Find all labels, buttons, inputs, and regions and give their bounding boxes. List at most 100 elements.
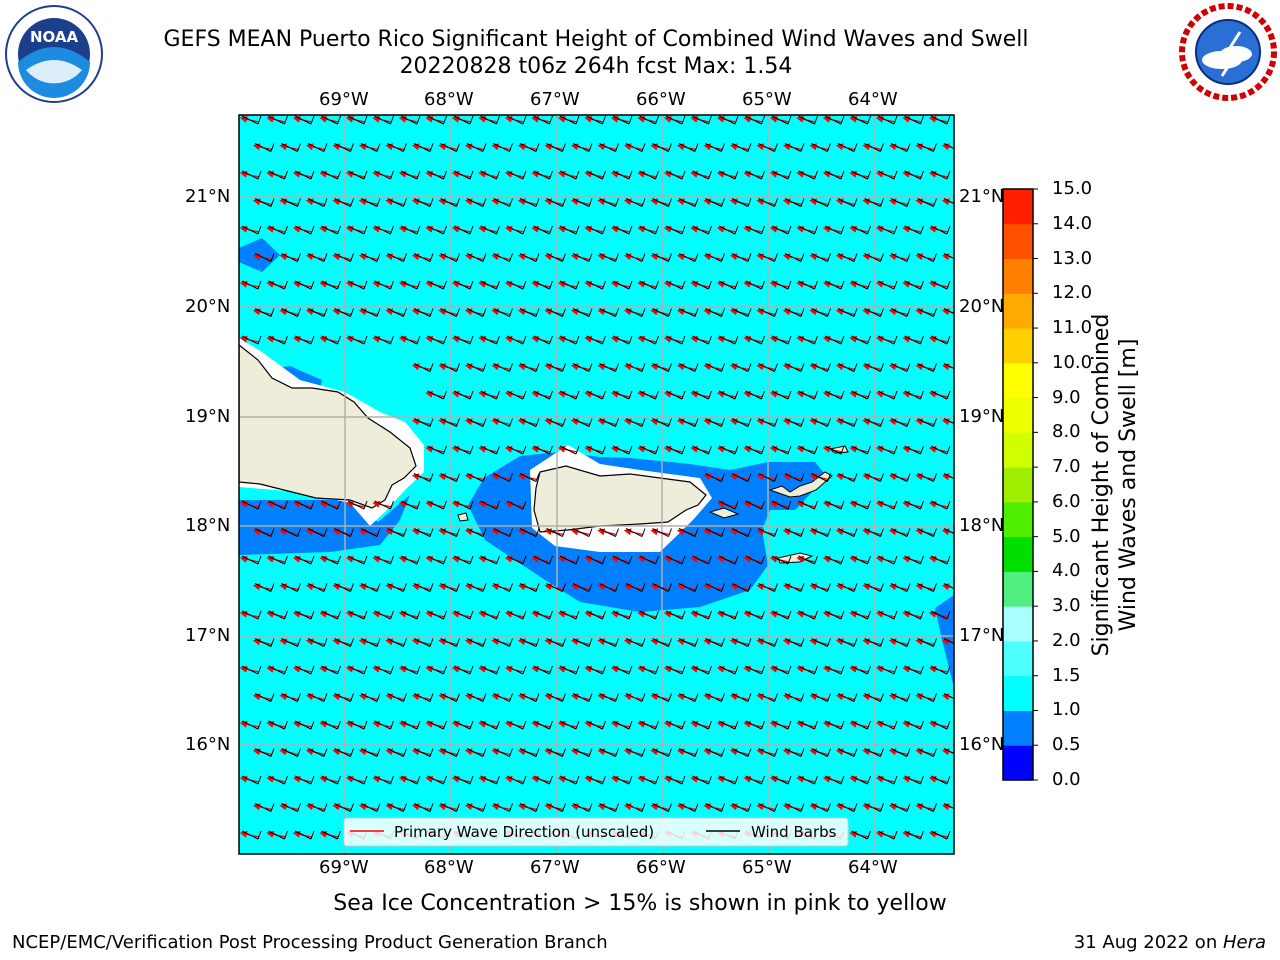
lon-label-top: 67°W [530, 89, 580, 110]
wind-barb [519, 583, 540, 592]
wind-barb [519, 418, 540, 427]
wind-barb [705, 363, 725, 372]
wind-barb [413, 363, 434, 372]
wind-barb [440, 308, 460, 317]
wind-barb [559, 775, 580, 785]
wind-barb [639, 390, 659, 400]
wind-barb [533, 555, 553, 565]
wind-barb [917, 473, 937, 482]
lon-label-bottom: 65°W [742, 857, 792, 878]
wind-barb [930, 390, 951, 400]
wind-barb [771, 500, 792, 510]
wind-barb [427, 610, 447, 620]
wind-barb [453, 445, 474, 455]
wind-barb [745, 665, 765, 675]
wind-barb [493, 308, 513, 317]
wind-barb [771, 335, 792, 345]
lat-label-right: 18°N [959, 515, 1005, 536]
wind-barb [943, 693, 954, 700]
wind-barb [519, 693, 540, 702]
wind-barb [413, 253, 434, 262]
wind-barb [466, 308, 487, 317]
wind-barb [294, 830, 315, 840]
wind-barb [718, 720, 739, 730]
wind-barb [347, 610, 368, 620]
wind-barb [943, 748, 954, 755]
wind-barb [745, 500, 765, 510]
wind-barb [321, 225, 341, 235]
wind-barb [877, 500, 898, 510]
wind-barb [519, 363, 540, 372]
wind-barb [943, 528, 954, 535]
wind-barb [864, 363, 884, 372]
wind-barb [798, 665, 818, 675]
wind-barb [639, 335, 659, 345]
wind-barb [241, 555, 262, 565]
wind-barb [334, 693, 354, 702]
colorbar-segment [1003, 606, 1033, 642]
wind-barb [917, 143, 937, 152]
wind-barb [572, 803, 593, 812]
wind-barb [851, 280, 871, 290]
wind-barb [334, 583, 354, 592]
wind-barb [917, 528, 937, 537]
lat-label-right: 16°N [959, 734, 1005, 755]
lon-label-bottom: 69°W [319, 857, 369, 878]
wind-barb [665, 665, 686, 675]
wind-barb [639, 280, 659, 290]
wind-barb [519, 143, 540, 152]
wind-barb [758, 638, 778, 647]
wind-barb [798, 225, 818, 235]
wind-barb [837, 583, 858, 592]
wind-barb [400, 115, 421, 125]
wind-barb [705, 528, 725, 537]
wind-barb [705, 418, 725, 427]
wind-barb [307, 143, 328, 152]
wind-barb [890, 308, 911, 317]
wind-barb [400, 170, 421, 180]
land-mona [457, 512, 469, 522]
wind-barb [890, 803, 911, 812]
wind-barb [440, 693, 460, 702]
wind-barb [678, 638, 699, 647]
wind-barb [480, 170, 500, 180]
wind-barb [864, 583, 884, 592]
wind-barb [440, 198, 460, 207]
wind-barb [427, 665, 447, 675]
wind-barb [559, 225, 580, 235]
wind-barb [586, 225, 606, 235]
lon-label-top: 64°W [848, 89, 898, 110]
wind-barb [599, 418, 619, 427]
wind-barb [890, 363, 911, 372]
wind-barb [347, 115, 368, 125]
wind-barb [758, 693, 778, 702]
wind-barb [321, 170, 341, 180]
wind-barb [559, 390, 580, 400]
colorbar-tick-label: 13.0 [1052, 247, 1093, 269]
wind-barb [347, 225, 368, 235]
wind-barb [798, 390, 818, 400]
wind-barb [440, 528, 460, 537]
wind-barb [837, 528, 858, 537]
wind-barb [427, 445, 447, 455]
wind-barb [943, 583, 954, 590]
wind-barb [533, 280, 553, 290]
wind-barb [877, 610, 898, 620]
wind-barb [281, 638, 301, 647]
colorbar-tick-label: 1.5 [1052, 664, 1081, 686]
colorbar-segment [1003, 189, 1033, 225]
wind-barb [692, 280, 712, 290]
wind-barb [546, 363, 566, 372]
wind-barb [334, 198, 354, 207]
wind-barb [360, 803, 381, 812]
wind-barb [798, 500, 818, 510]
wind-barb [917, 198, 937, 207]
lon-label-bottom: 66°W [636, 857, 686, 878]
wind-barb [718, 555, 739, 565]
wind-barb [678, 363, 699, 372]
wind-barb [281, 748, 301, 757]
wind-barb [612, 280, 633, 290]
colorbar-segment [1003, 571, 1033, 607]
wind-barb [413, 473, 434, 482]
